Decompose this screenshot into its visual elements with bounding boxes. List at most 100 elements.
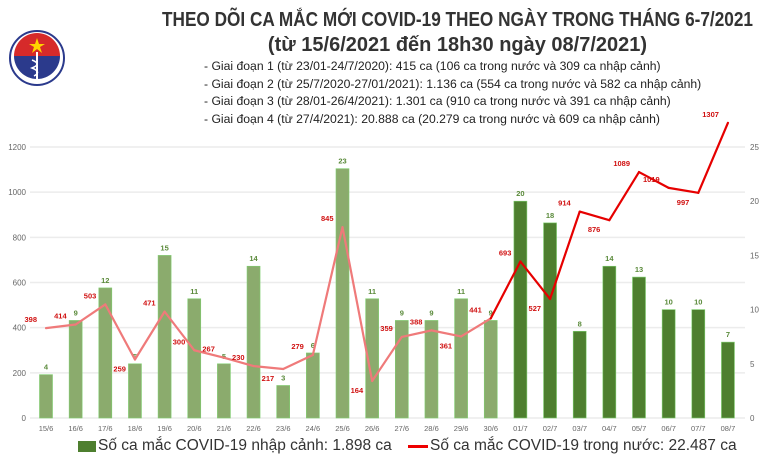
x-tick-label: 18/6 xyxy=(128,424,143,433)
line-segment xyxy=(637,170,670,189)
x-tick-label: 29/6 xyxy=(454,424,469,433)
bar xyxy=(691,309,706,419)
line-segment xyxy=(341,226,374,383)
line-label: 398 xyxy=(24,315,37,324)
bar-label: 9 xyxy=(429,308,433,317)
x-tick-label: 25/6 xyxy=(335,424,350,433)
left-tick-label: 400 xyxy=(13,324,27,333)
bar xyxy=(543,222,557,419)
bar-label: 18 xyxy=(546,211,554,220)
line-segment xyxy=(222,356,255,368)
line-label: 414 xyxy=(54,312,67,321)
legend-line-swatch xyxy=(408,444,428,448)
line-label: 471 xyxy=(143,299,156,308)
x-tick-label: 28/6 xyxy=(424,424,439,433)
phase-notes: - Giai đoạn 1 (từ 23/01-24/7/2020): 415 … xyxy=(204,58,701,128)
right-tick-label: 10 xyxy=(750,306,759,315)
right-tick-label: 25 xyxy=(750,143,759,152)
bar-label: 9 xyxy=(400,308,404,317)
bar-label: 9 xyxy=(74,308,78,317)
bar xyxy=(721,341,735,419)
line-label: 300 xyxy=(173,337,186,346)
x-tick-label: 20/6 xyxy=(187,424,202,433)
chart-title: THEO DÕI CA MẮC MỚI COVID-19 THEO NGÀY T… xyxy=(162,9,753,31)
line-label: 693 xyxy=(499,248,512,257)
line-segment xyxy=(667,186,700,194)
x-tick-label: 26/6 xyxy=(365,424,380,433)
line-segment xyxy=(163,310,196,352)
bar xyxy=(335,168,350,419)
line-segment xyxy=(548,210,581,301)
bar-label: 9 xyxy=(489,308,493,317)
x-tick-label: 06/7 xyxy=(661,424,676,433)
bar xyxy=(98,287,113,419)
x-tick-label: 07/7 xyxy=(691,424,706,433)
bar-label: 12 xyxy=(101,276,109,285)
line-segment xyxy=(578,210,611,222)
bar-label: 13 xyxy=(635,265,643,274)
line-label: 1307 xyxy=(702,110,719,119)
bar-label: 4 xyxy=(44,363,49,372)
bar-label: 7 xyxy=(726,330,730,339)
line-segment xyxy=(44,323,77,330)
bar-label: 10 xyxy=(664,298,672,307)
x-tick-label: 17/6 xyxy=(98,424,113,433)
x-tick-label: 30/6 xyxy=(483,424,498,433)
bar xyxy=(306,352,320,419)
line-segment xyxy=(460,317,492,338)
bar xyxy=(68,320,83,419)
bar xyxy=(187,298,202,419)
x-tick-label: 02/7 xyxy=(543,424,558,433)
bar-label: 11 xyxy=(190,287,198,296)
line-label: 997 xyxy=(677,198,690,207)
bar xyxy=(454,298,468,419)
line-label: 164 xyxy=(351,386,364,395)
line-label: 359 xyxy=(380,324,393,333)
bar xyxy=(424,320,439,419)
phase-note: - Giai đoạn 1 (từ 23/01-24/7/2020): 415 … xyxy=(204,59,661,73)
legend-bar-swatch xyxy=(78,440,96,452)
line-segment xyxy=(311,226,344,357)
left-tick-label: 0 xyxy=(22,414,27,423)
bar-label: 8 xyxy=(578,319,582,328)
line-segment xyxy=(252,364,285,371)
line-segment xyxy=(193,349,225,359)
bar xyxy=(217,363,231,419)
bar xyxy=(602,265,617,419)
line-label: 217 xyxy=(262,374,275,383)
bar-label: 14 xyxy=(605,254,614,263)
bar-label: 15 xyxy=(160,243,168,252)
bar xyxy=(39,374,53,419)
line-segment xyxy=(430,329,463,338)
bar-label: 23 xyxy=(338,157,346,166)
bar-label: 5 xyxy=(133,352,137,361)
bar-label: 11 xyxy=(457,287,465,296)
bar-label: 3 xyxy=(281,373,285,382)
bar xyxy=(632,276,646,419)
bar xyxy=(157,255,172,419)
bar xyxy=(246,265,261,419)
bar xyxy=(128,363,142,419)
line-label: 361 xyxy=(440,341,453,350)
line-label: 388 xyxy=(410,317,423,326)
right-tick-label: 0 xyxy=(750,414,755,423)
line-segment xyxy=(133,310,166,361)
line-label: 230 xyxy=(232,353,245,362)
x-tick-label: 04/7 xyxy=(602,424,617,433)
line-label: 876 xyxy=(588,225,601,234)
legend-domestic: Số ca mắc COVID-19 trong nước: 22.487 ca xyxy=(408,437,737,455)
line-segment xyxy=(74,303,107,326)
line-segment xyxy=(371,335,403,383)
bar xyxy=(661,309,676,419)
line-label: 845 xyxy=(321,214,334,223)
line-label: 279 xyxy=(291,342,304,351)
bar-label: 11 xyxy=(368,287,376,296)
bar-label: 6 xyxy=(311,341,315,350)
bar-label: 14 xyxy=(249,254,258,263)
line-label: 1089 xyxy=(613,159,630,168)
ministry-of-health-logo xyxy=(9,30,65,86)
phase-note: - Giai đoạn 4 (từ 27/4/2021): 20.888 ca … xyxy=(204,111,660,126)
line-segment xyxy=(519,260,552,301)
x-tick-label: 21/6 xyxy=(217,424,232,433)
